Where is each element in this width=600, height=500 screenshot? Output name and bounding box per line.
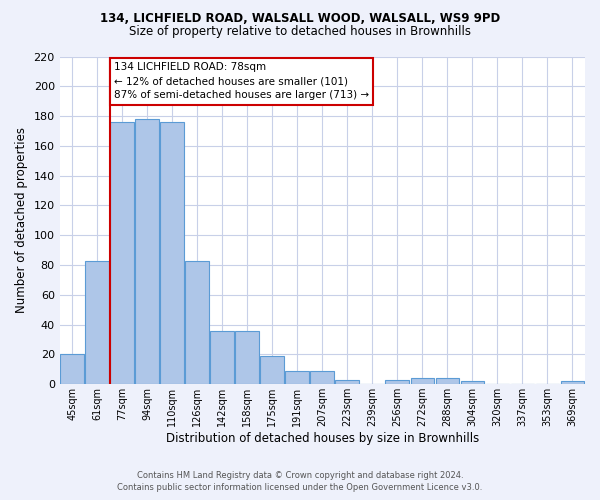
Bar [461,381,484,384]
Bar [85,260,109,384]
Text: Contains HM Land Registry data © Crown copyright and database right 2024.
Contai: Contains HM Land Registry data © Crown c… [118,471,482,492]
Bar [410,378,434,384]
Bar [160,122,184,384]
Bar [60,354,84,384]
Bar [235,330,259,384]
Bar [310,371,334,384]
Bar [136,119,159,384]
Bar [110,122,134,384]
Text: 134, LICHFIELD ROAD, WALSALL WOOD, WALSALL, WS9 9PD: 134, LICHFIELD ROAD, WALSALL WOOD, WALSA… [100,12,500,26]
Bar [436,378,459,384]
Bar [185,260,209,384]
Bar [286,371,309,384]
Y-axis label: Number of detached properties: Number of detached properties [15,128,28,314]
Text: Size of property relative to detached houses in Brownhills: Size of property relative to detached ho… [129,25,471,38]
Bar [385,380,409,384]
Bar [560,381,584,384]
Bar [335,380,359,384]
Text: 134 LICHFIELD ROAD: 78sqm
← 12% of detached houses are smaller (101)
87% of semi: 134 LICHFIELD ROAD: 78sqm ← 12% of detac… [114,62,369,100]
X-axis label: Distribution of detached houses by size in Brownhills: Distribution of detached houses by size … [166,432,479,445]
Bar [260,356,284,384]
Bar [211,330,234,384]
